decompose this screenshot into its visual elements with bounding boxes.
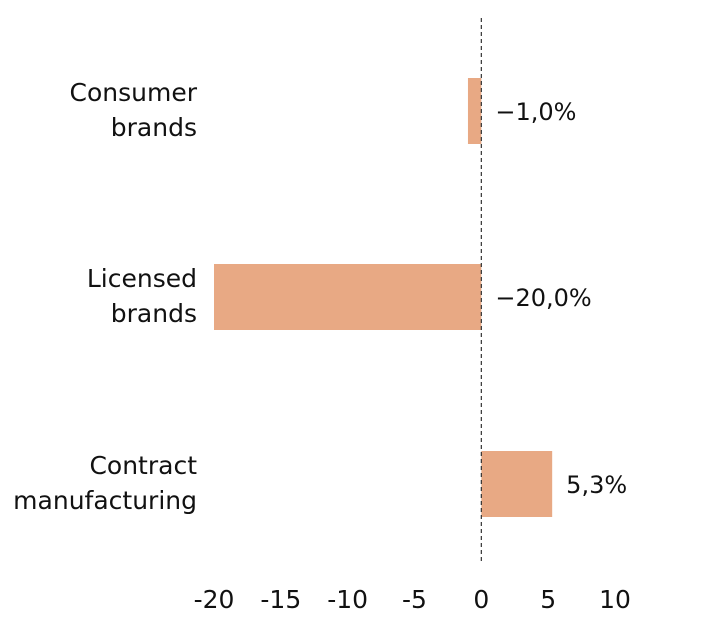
data-label-0: −1,0% [495, 98, 576, 126]
category-label-0: Consumer brands [70, 78, 198, 142]
category-label-line: Contract [89, 451, 197, 480]
x-tick-label: 10 [599, 585, 631, 614]
bar-1 [214, 264, 482, 330]
category-label-line: manufacturing [13, 486, 197, 515]
category-label-line: Licensed [87, 264, 197, 293]
x-tick-label: -10 [327, 585, 368, 614]
x-tick-label: -15 [260, 585, 301, 614]
data-label-1: −20,0% [495, 284, 591, 312]
x-tick-label: 5 [540, 585, 556, 614]
x-tick-label: 0 [473, 585, 489, 614]
data-label-2: 5,3% [566, 471, 627, 499]
bar-0 [467, 78, 482, 144]
category-label-line: Consumer [70, 78, 198, 107]
x-tick-label: -20 [194, 585, 235, 614]
category-labels: Consumer brands Licensed brands Contract manu… [13, 78, 198, 515]
bars-group [214, 78, 553, 517]
category-label-2: Contract manufacturing [13, 451, 197, 515]
category-label-line: brands [111, 113, 197, 142]
bar-2 [481, 451, 553, 517]
category-label-1: Licensed brands [87, 264, 197, 328]
category-label-line: brands [111, 299, 197, 328]
data-labels: −1,0% −20,0% 5,3% [495, 98, 627, 499]
x-axis-ticks: -20 -15 -10 -5 0 5 10 [194, 585, 631, 614]
x-tick-label: -5 [402, 585, 427, 614]
